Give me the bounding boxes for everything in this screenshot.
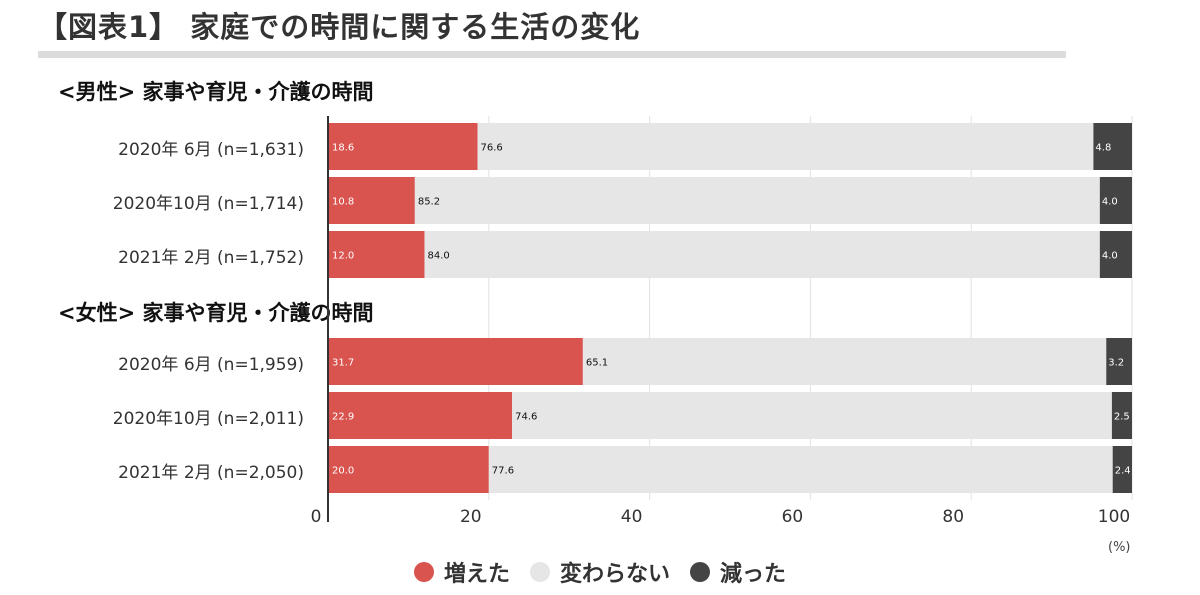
data-label: 31.7 [332, 358, 354, 369]
bar-decreased [1112, 446, 1132, 493]
unit-label: (%) [1108, 540, 1131, 555]
row-label: 2020年10月 (n=1,714) [112, 194, 304, 214]
section-title-male: <男性> 家事や育児・介護の時間 [58, 80, 374, 104]
data-label: 4.8 [1095, 143, 1111, 154]
legend-label: 増えた [443, 562, 510, 587]
bar-unchanged [424, 231, 1100, 278]
bar-increased [328, 392, 513, 439]
legend-swatch-increased [413, 562, 434, 582]
bar-increased [328, 123, 478, 170]
x-tick-label: 60 [782, 507, 804, 527]
data-label: 20.0 [332, 466, 354, 477]
data-label: 10.8 [332, 197, 354, 208]
row-label: 2021年 2月 (n=2,050) [118, 463, 304, 483]
bar-increased [328, 446, 489, 493]
bar-decreased [1099, 231, 1132, 278]
x-tick-label: 100 [1098, 507, 1130, 527]
bar-increased [328, 338, 583, 385]
row-label: 2020年 6月 (n=1,959) [118, 355, 304, 375]
legend-swatch-unchanged [529, 562, 550, 582]
legend-label: 減った [720, 562, 787, 587]
bar-unchanged [488, 446, 1113, 493]
row-label: 2020年 6月 (n=1,631) [118, 140, 304, 160]
data-label: 4.0 [1102, 251, 1118, 262]
bar-unchanged [512, 392, 1112, 439]
x-tick-label: 0 [311, 507, 322, 527]
x-tick-label: 80 [942, 507, 964, 527]
data-label: 2.5 [1114, 412, 1130, 423]
data-label: 3.2 [1108, 358, 1124, 369]
x-tick-label: 20 [460, 507, 482, 527]
legend-item-increased: 増えた [413, 556, 510, 588]
bar-decreased [1106, 338, 1132, 385]
data-label: 74.6 [515, 412, 537, 423]
bar-decreased [1111, 392, 1132, 439]
data-label: 85.2 [418, 197, 440, 208]
data-label: 84.0 [427, 251, 449, 262]
data-label: 77.6 [492, 466, 514, 477]
legend-item-unchanged: 変わらない [529, 556, 670, 588]
legend: 増えた 変わらない 減った [0, 556, 1200, 588]
section-title-female: <女性> 家事や育児・介護の時間 [58, 301, 374, 325]
row-label: 2020年10月 (n=2,011) [112, 409, 304, 429]
bar-increased [328, 177, 415, 224]
legend-item-decreased: 減った [690, 556, 786, 588]
data-label: 4.0 [1102, 197, 1118, 208]
title-underline [38, 51, 1066, 58]
bar-increased [328, 231, 425, 278]
legend-label: 変わらない [559, 562, 670, 587]
data-label: 18.6 [332, 143, 354, 154]
legend-swatch-decreased [690, 562, 710, 582]
bar-unchanged [582, 338, 1107, 385]
data-label: 22.9 [332, 412, 354, 423]
row-label: 2021年 2月 (n=1,752) [118, 248, 304, 268]
x-tick-label: 40 [621, 507, 643, 527]
data-label: 12.0 [332, 251, 354, 262]
bar-decreased [1093, 123, 1132, 170]
bar-unchanged [477, 123, 1094, 170]
chart-title: 【図表1】 家庭での時間に関する生活の変化 [38, 10, 641, 44]
data-label: 2.4 [1115, 466, 1131, 477]
data-label: 76.6 [481, 143, 503, 154]
data-label: 65.1 [586, 358, 608, 369]
bar-decreased [1099, 177, 1132, 224]
bar-unchanged [414, 177, 1100, 224]
